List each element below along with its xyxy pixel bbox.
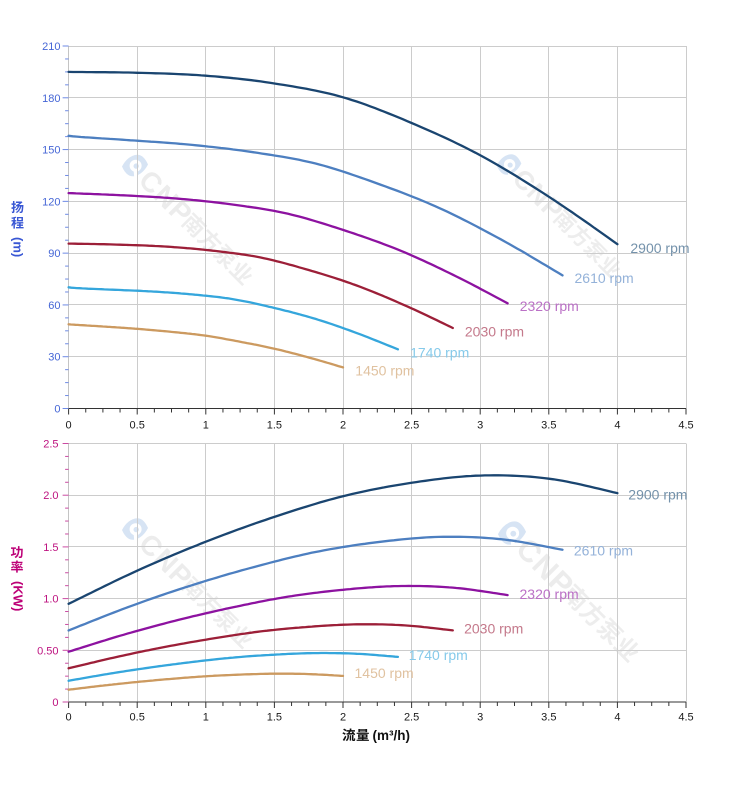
svg-text:2030 rpm: 2030 rpm: [465, 324, 524, 340]
svg-text:2.5: 2.5: [404, 420, 419, 432]
svg-text:150: 150: [42, 145, 60, 157]
svg-text:2: 2: [340, 420, 346, 432]
svg-text:3: 3: [477, 712, 483, 724]
svg-text:0.5: 0.5: [130, 712, 145, 724]
svg-text:180: 180: [42, 93, 60, 105]
svg-text:1.0: 1.0: [43, 594, 58, 606]
svg-text:(m): (m): [11, 237, 26, 257]
svg-text:2610 rpm: 2610 rpm: [574, 543, 633, 559]
svg-text:2.5: 2.5: [404, 712, 419, 724]
svg-text:2320 rpm: 2320 rpm: [520, 298, 579, 314]
svg-text:0: 0: [66, 712, 72, 724]
svg-text:1740 rpm: 1740 rpm: [410, 345, 469, 361]
svg-text:2.5: 2.5: [43, 439, 58, 451]
svg-text:0: 0: [66, 420, 72, 432]
svg-text:60: 60: [48, 300, 60, 312]
svg-text:30: 30: [48, 352, 60, 364]
svg-text:1.5: 1.5: [267, 712, 282, 724]
svg-text:2.0: 2.0: [43, 490, 58, 502]
svg-text:4: 4: [614, 712, 620, 724]
svg-text:1450 rpm: 1450 rpm: [355, 665, 414, 681]
svg-text:0: 0: [54, 404, 60, 416]
svg-text:2900 rpm: 2900 rpm: [628, 487, 687, 503]
svg-text:0: 0: [52, 697, 58, 709]
svg-text:1740 rpm: 1740 rpm: [409, 647, 468, 663]
svg-text:2: 2: [340, 712, 346, 724]
svg-text:210: 210: [42, 41, 60, 53]
svg-text:120: 120: [42, 196, 60, 208]
svg-text:1: 1: [203, 712, 209, 724]
svg-text:3.5: 3.5: [541, 712, 556, 724]
svg-text:90: 90: [48, 248, 60, 260]
svg-text:0.50: 0.50: [37, 645, 58, 657]
svg-text:3: 3: [477, 420, 483, 432]
svg-text:2900 rpm: 2900 rpm: [630, 240, 689, 256]
svg-text:4: 4: [614, 420, 620, 432]
svg-text:2030 rpm: 2030 rpm: [464, 620, 523, 636]
svg-text:4.5: 4.5: [678, 712, 693, 724]
svg-text:2610 rpm: 2610 rpm: [575, 270, 634, 286]
svg-text:3.5: 3.5: [541, 420, 556, 432]
svg-text:2320 rpm: 2320 rpm: [520, 586, 579, 602]
svg-text:(KW): (KW): [11, 581, 26, 611]
svg-text:4.5: 4.5: [678, 420, 693, 432]
svg-text:1: 1: [203, 420, 209, 432]
svg-text:1.5: 1.5: [43, 542, 58, 554]
svg-text:1450 rpm: 1450 rpm: [355, 363, 414, 379]
svg-text:1.5: 1.5: [267, 420, 282, 432]
svg-text:0.5: 0.5: [130, 420, 145, 432]
svg-text:(m³/h): (m³/h): [373, 728, 411, 743]
